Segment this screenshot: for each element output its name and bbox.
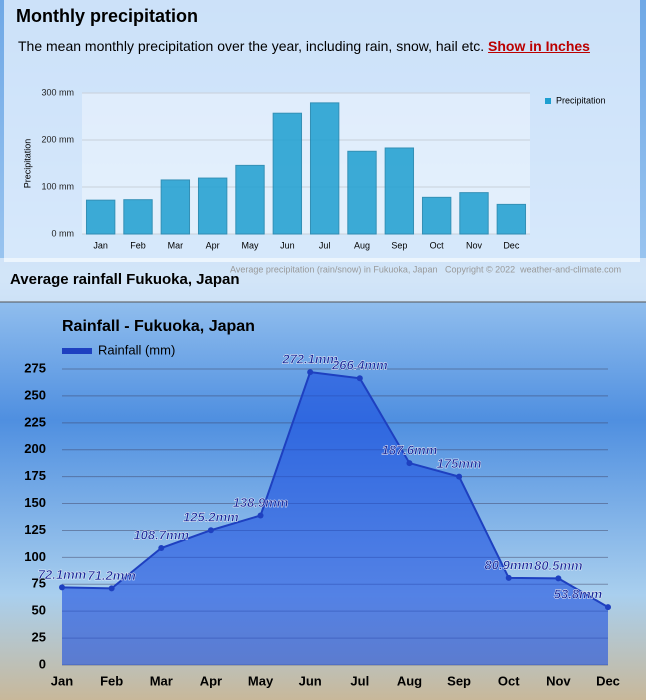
value-label: 272.1mm	[281, 352, 338, 367]
bar	[235, 164, 265, 235]
x-tick-label: Feb	[130, 240, 146, 250]
bar	[459, 192, 489, 235]
y-tick-label: 175	[24, 468, 46, 483]
inches-link[interactable]: Show in Inches	[488, 38, 590, 54]
point	[59, 584, 65, 591]
y-tick-label: 50	[32, 603, 46, 618]
y-tick-label: 150	[24, 495, 46, 510]
page-title: Monthly precipitation	[16, 6, 198, 26]
value-label: 80.5mm	[534, 558, 583, 573]
point	[307, 369, 314, 376]
chart-title: Rainfall - Fukuoka, Japan	[62, 318, 255, 335]
value-label: 187.6mm	[382, 443, 438, 458]
bar	[421, 196, 452, 235]
value-label: 125.2mm	[183, 510, 239, 525]
point	[406, 460, 413, 467]
y-tick-label: 100 mm	[41, 181, 74, 191]
value-label: 108.7mm	[133, 527, 189, 542]
legend-swatch	[545, 98, 551, 104]
x-tick-label: May	[241, 240, 259, 250]
y-tick-label: 200	[24, 441, 46, 456]
x-tick-label: Apr	[206, 240, 220, 250]
bar	[123, 199, 153, 235]
y-tick-label: 75	[32, 576, 46, 591]
point	[158, 544, 165, 551]
y-tick-label: 225	[24, 414, 46, 429]
point	[108, 585, 115, 592]
line	[61, 371, 609, 608]
value-label: 71.2mm	[87, 568, 136, 583]
y-tick-label: 125	[24, 522, 46, 537]
legend-label: Rainfall (mm)	[98, 342, 175, 357]
bar	[309, 102, 340, 235]
section-band	[0, 258, 646, 302]
x-tick-label: Mar	[150, 673, 173, 688]
y-tick-label: 275	[24, 360, 46, 375]
point	[555, 575, 562, 582]
bar	[496, 203, 527, 235]
bar	[197, 177, 228, 235]
x-tick-label: Aug	[354, 240, 370, 250]
legend-label: Precipitation	[556, 95, 606, 105]
x-tick-label: Aug	[397, 673, 422, 688]
y-tick-label: 200 mm	[41, 134, 74, 144]
point	[257, 512, 264, 519]
bar	[85, 199, 116, 235]
x-tick-label: Nov	[546, 673, 571, 688]
bar	[160, 179, 191, 235]
point	[605, 604, 611, 611]
x-tick-label: Sep	[391, 240, 407, 250]
x-tick-label: Mar	[168, 240, 184, 250]
x-tick-label: Nov	[466, 240, 483, 250]
x-tick-label: Apr	[200, 673, 222, 688]
area	[62, 372, 608, 665]
x-tick-label: Dec	[503, 240, 520, 250]
x-tick-label: May	[248, 673, 274, 688]
y-tick-label: 250	[24, 387, 46, 402]
y-tick-label: 300 mm	[41, 87, 74, 97]
x-tick-label: Sep	[447, 673, 471, 688]
subtitle-row: The mean monthly precipitation over the …	[18, 38, 590, 54]
x-tick-label: Oct	[430, 240, 445, 250]
y-tick-label: 100	[24, 549, 46, 564]
y-tick-label: 0 mm	[52, 228, 75, 238]
y-tick-label: 0	[39, 656, 46, 671]
x-tick-label: Jul	[319, 240, 331, 250]
x-tick-label: Jun	[299, 673, 322, 688]
x-tick-label: Jan	[51, 673, 73, 688]
value-label: 266.4mm	[331, 358, 388, 373]
point	[456, 473, 463, 480]
point	[356, 375, 363, 382]
x-tick-label: Dec	[596, 673, 620, 688]
x-tick-label: Jul	[350, 673, 369, 688]
value-label: 80.9mm	[485, 557, 534, 572]
value-label: 138.9mm	[233, 495, 289, 510]
x-tick-label: Feb	[100, 673, 123, 688]
x-tick-label: Oct	[498, 673, 520, 688]
plot-bg	[82, 93, 530, 234]
value-label: 72.1mm	[38, 567, 87, 582]
value-label: 53.8mm	[554, 587, 603, 602]
point	[505, 574, 512, 581]
bar	[384, 147, 415, 235]
bar	[347, 150, 377, 235]
x-tick-label: Jan	[93, 240, 108, 250]
caption: Average precipitation (rain/snow) in Fuk…	[230, 264, 621, 274]
subtitle: The mean monthly precipitation over the …	[18, 38, 485, 54]
section-title: Average rainfall Fukuoka, Japan	[10, 271, 240, 288]
x-tick-label: Jun	[280, 240, 295, 250]
y-tick-label: 25	[32, 630, 46, 645]
point	[207, 527, 214, 534]
bar	[272, 112, 303, 235]
value-label: 175mm	[437, 456, 482, 471]
y-axis-label: Precipitation	[22, 139, 32, 189]
